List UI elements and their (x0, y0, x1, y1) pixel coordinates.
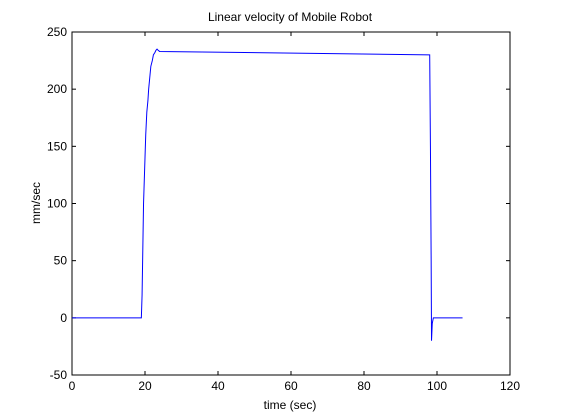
plot-area (71, 31, 511, 376)
x-tick-label: 60 (284, 379, 298, 393)
x-tick-label: 0 (69, 379, 76, 393)
x-tick-label: 80 (357, 379, 371, 393)
y-tick-label: 250 (47, 25, 67, 39)
chart-title: Linear velocity of Mobile Robot (208, 10, 373, 24)
y-tick-label: 150 (47, 139, 67, 153)
x-tick-label: 120 (500, 379, 520, 393)
y-tick-label: 50 (54, 254, 68, 268)
x-axis-ticks: 0 20 40 60 80 100 120 (69, 32, 520, 393)
y-axis-ticks: -50 0 50 100 150 200 250 (47, 25, 510, 382)
x-tick-label: 20 (138, 379, 152, 393)
velocity-series-line (72, 48, 463, 341)
x-tick-label: 100 (427, 379, 447, 393)
y-tick-label: 200 (47, 82, 67, 96)
x-tick-label: 40 (211, 379, 225, 393)
y-tick-label: -50 (50, 368, 68, 382)
y-tick-label: 0 (60, 311, 67, 325)
y-tick-label: 100 (47, 197, 67, 211)
x-axis-label: time (sec) (264, 398, 317, 412)
y-axis-label: mm/sec (29, 182, 43, 224)
